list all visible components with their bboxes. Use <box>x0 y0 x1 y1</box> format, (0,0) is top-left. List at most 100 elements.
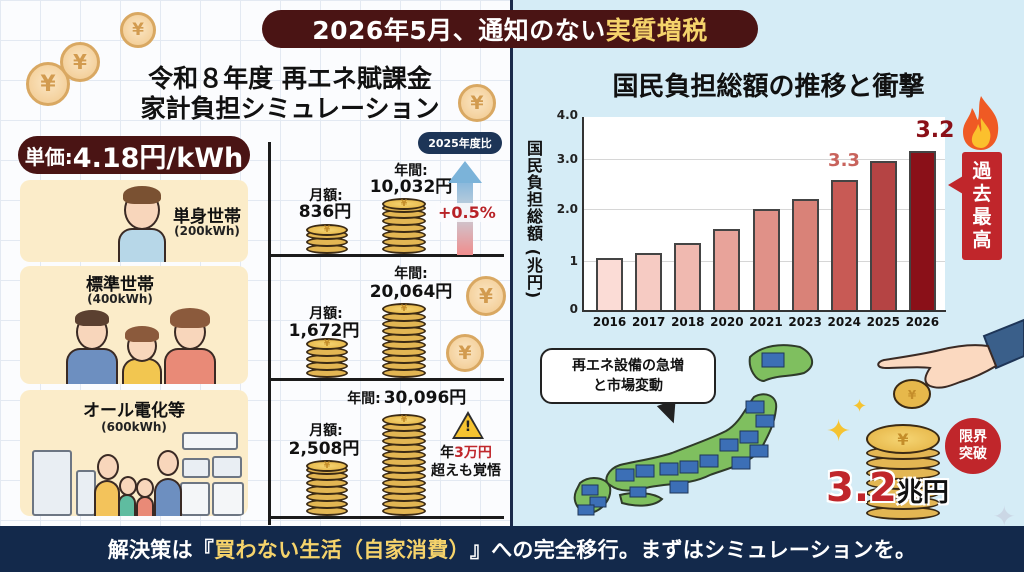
household-card-single: 単身世帯 (200kWh) <box>20 180 248 262</box>
speech-bubble: 再エネ設備の急増 と市場変動 <box>540 348 716 404</box>
washing-machine-icon <box>212 482 244 516</box>
y-tick: 2.0 <box>556 202 578 216</box>
panel-divider <box>510 0 513 526</box>
simulation-title-line2: 家計負担シミュレーション <box>140 94 440 123</box>
household-usage: (200kWh) <box>174 224 240 238</box>
warning-icon-fill <box>455 415 481 437</box>
simulation-row-divider <box>268 378 504 381</box>
annual-label: 年間: <box>394 266 428 282</box>
yen-coin-icon: ¥ <box>466 276 506 316</box>
total-burden-unit: 兆円 <box>896 478 949 508</box>
x-tick: 2018 <box>671 315 705 329</box>
yen-coin-icon: ¥ <box>446 334 484 372</box>
bar-2016 <box>596 257 624 311</box>
hand-dropping-coin-icon: ¥ <box>877 318 1024 409</box>
bar-value-label-2026: 3.2 <box>915 118 955 143</box>
warning-prefix: 年 <box>440 445 455 461</box>
simulation-axis <box>268 142 271 525</box>
family-icon <box>64 302 224 384</box>
x-tick: 2026 <box>905 315 940 329</box>
refrigerator-icon <box>32 450 72 516</box>
chart-title: 国民負担総額の推移と衝撃 <box>612 72 925 102</box>
annual-value: 20,064円 <box>369 282 453 302</box>
bar-2025 <box>869 160 897 311</box>
bar-2017 <box>635 252 663 311</box>
record-char: 高 <box>972 229 992 251</box>
change-percent: +0.5% <box>436 203 498 222</box>
x-tick: 2024 <box>827 315 861 329</box>
coin-stack-icon: ¥ <box>382 414 426 516</box>
microwave-icon <box>182 458 210 478</box>
yen-coin-icon: ¥ <box>120 12 156 48</box>
x-tick: 2025 <box>866 315 901 329</box>
bar-2023 <box>791 199 819 311</box>
x-tick: 2023 <box>788 315 822 329</box>
household-name: オール電化等 <box>83 401 185 421</box>
chart-gridline <box>583 159 945 160</box>
monthly-value: 1,672円 <box>288 321 360 341</box>
bar-2018 <box>674 243 702 311</box>
annual-label: 年間: <box>394 163 428 179</box>
monthly-value: 836円 <box>298 202 352 222</box>
warning-amount: 3万円 <box>454 445 492 461</box>
sparkle-watermark-icon: ✦ <box>992 500 1016 533</box>
total-burden-value: 3.2 <box>826 465 897 511</box>
household-card-all-electric: オール電化等 (600kWh) <box>20 390 248 516</box>
y-tick: 4.0 <box>556 108 578 122</box>
chart-x-axis <box>582 310 946 312</box>
speech-line2: と市場変動 <box>593 378 663 394</box>
coin-stack-icon: ¥ <box>382 303 426 378</box>
chart-y-axis <box>582 117 584 312</box>
household-card-standard: 標準世帯 (400kWh) <box>20 266 248 384</box>
record-char: 最 <box>972 206 992 228</box>
x-tick: 2017 <box>631 315 666 329</box>
headline-text: 2026年5月、通知のない <box>312 16 606 45</box>
monthly-label: 月額: <box>309 188 343 204</box>
dishwasher-icon <box>180 482 210 516</box>
simulation-row-divider <box>268 254 504 257</box>
unit-price-badge: 単価: 4.18円/kWh <box>18 136 250 174</box>
family-icon <box>94 448 182 516</box>
y-tick: 3.0 <box>556 152 578 166</box>
coin-stack-icon: ¥ <box>382 198 426 254</box>
japan-map-icon <box>573 344 814 516</box>
sparkle-icon: ✦ <box>852 396 868 417</box>
air-conditioner-icon <box>182 432 238 450</box>
household-name: 標準世帯 <box>86 275 154 295</box>
footer-highlight: 買わない生活（自家消費） <box>214 538 470 562</box>
flame-icon <box>963 96 999 150</box>
big-coin-stack-icon: ¥ <box>866 424 940 520</box>
household-name: 単身世帯 <box>173 207 241 227</box>
coin-stack-icon: ¥ <box>306 460 348 516</box>
footer-banner: 解決策は『 買わない生活（自家消費） 』への完全移行。まずはシミュレーションを。 <box>0 526 1024 572</box>
record-tag-pointer <box>948 176 963 194</box>
monthly-value: 2,508円 <box>288 439 360 459</box>
x-tick: 2021 <box>749 315 783 329</box>
y-tick: 0 <box>569 302 578 316</box>
coin-stack-icon: ¥ <box>306 224 348 254</box>
speech-line1: 再エネ設備の急増 <box>572 358 684 374</box>
sparkle-icon: ✦ <box>826 414 852 449</box>
increase-arrow-head <box>448 161 482 183</box>
monthly-label: 月額: <box>309 423 343 439</box>
x-tick: 2016 <box>592 315 627 329</box>
footer-suffix: 』への完全移行。まずはシミュレーションを。 <box>469 538 917 562</box>
limit-break-badge: 限界 突破 <box>945 418 1001 474</box>
warning-suffix: 超えも覚悟 <box>431 463 501 479</box>
simulation-title: 令和８年度 再エネ賦課金 家計負担シミュレーション <box>100 64 480 124</box>
total-burden-amount: 3.2兆円 <box>826 466 949 515</box>
chart-y-axis-label: 国民負担総額 (兆円) <box>524 140 543 300</box>
annual-value: 30,096円 <box>383 388 467 408</box>
compare-year-badge: 2025年度比 <box>418 132 502 154</box>
annual-value: 10,032円 <box>369 177 453 197</box>
x-tick: 2020 <box>710 315 744 329</box>
y-tick: 1 <box>569 254 578 268</box>
unit-price-label: 単価: <box>24 144 73 169</box>
bar-2021 <box>752 209 780 311</box>
water-server-icon <box>76 470 96 516</box>
annual-label: 年間: <box>347 391 381 407</box>
oven-icon <box>212 456 242 478</box>
monthly-label: 月額: <box>309 306 343 322</box>
headline-accent: 実質増税 <box>605 16 708 45</box>
yen-coin-icon: ¥ <box>60 42 100 82</box>
